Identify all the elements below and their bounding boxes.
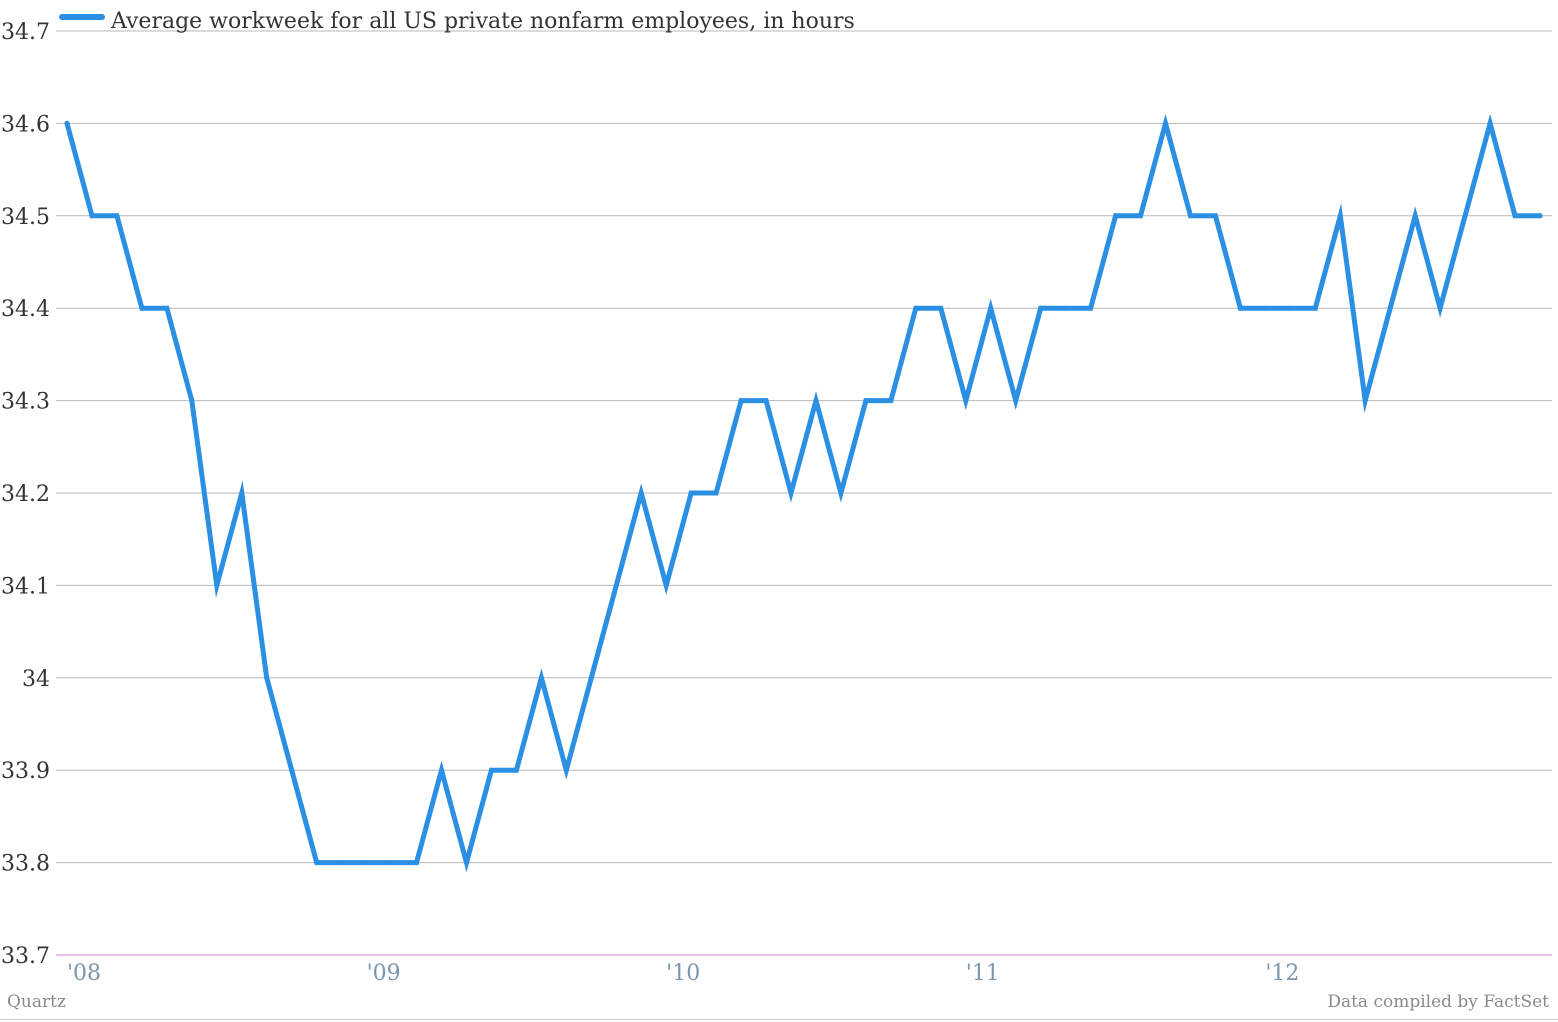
data-point [1362,398,1368,404]
y-tick-label: 34 [22,667,50,692]
data-point [713,490,719,496]
data-point [538,675,544,681]
grid-lines [56,30,1552,956]
y-tick-label: 34.5 [1,205,50,230]
x-tick-label: '11 [966,961,1000,986]
x-axis: '08 '09 '10 '11 '12 [67,961,1299,986]
line-chart: 34.7 34.6 34.5 34.4 34.3 34.2 34.1 34 33.9 33.8 33… [1,9,1552,986]
data-point [788,490,794,496]
data-point [963,398,969,404]
data-point [114,213,120,219]
data-point [314,860,320,866]
data-point [1237,305,1243,311]
y-tick-label: 33.9 [1,759,50,784]
data-point [988,305,994,311]
data-point [389,860,395,866]
data-point [1088,305,1094,311]
x-tick-label: '09 [367,961,401,986]
data-point [1163,120,1169,126]
data-point [264,675,270,681]
data-point [1063,305,1069,311]
y-tick-label: 34.3 [1,390,50,415]
y-tick-label: 34.6 [1,112,50,137]
data-point [638,490,644,496]
data-point [1487,120,1493,126]
data-point [1013,398,1019,404]
y-tick-label: 33.7 [1,944,50,969]
y-axis: 34.7 34.6 34.5 34.4 34.3 34.2 34.1 34 33.9 33.8 33… [1,20,50,969]
series-line [64,113,1543,873]
data-point [1462,213,1468,219]
data-point [813,398,819,404]
data-point [488,767,494,773]
x-tick-label: '08 [67,961,101,986]
data-point [1138,213,1144,219]
data-point [513,767,519,773]
data-point [688,490,694,496]
data-point [913,305,919,311]
data-point [239,490,245,496]
data-point [164,305,170,311]
data-point [1437,305,1443,311]
series-group [64,113,1543,873]
data-point [888,398,894,404]
data-point [613,582,619,588]
data-point [1537,213,1543,219]
data-point [588,675,594,681]
data-point [563,767,569,773]
data-point [938,305,944,311]
data-point [738,398,744,404]
data-point [1187,213,1193,219]
y-tick-label: 34.2 [1,482,50,507]
data-point [1113,213,1119,219]
data-point [763,398,769,404]
y-tick-label: 33.8 [1,852,50,877]
data-point [139,305,145,311]
data-point [364,860,370,866]
bottom-rule [0,1019,1558,1020]
y-tick-label: 34.1 [1,574,50,599]
legend: Average workweek for all US private nonf… [59,9,855,34]
data-point [1038,305,1044,311]
data-point [289,767,295,773]
data-point [663,582,669,588]
y-tick-label: 34.7 [1,20,50,45]
data-point [863,398,869,404]
credit-text: Quartz [7,992,66,1012]
data-point [1287,305,1293,311]
data-point [89,213,95,219]
source-text: Data compiled by FactSet [1327,992,1549,1012]
data-point [1512,213,1518,219]
data-point [1337,213,1343,219]
data-point [1312,305,1318,311]
data-point [1262,305,1268,311]
legend-label: Average workweek for all US private nonf… [110,9,855,34]
data-point [838,490,844,496]
data-point [1212,213,1218,219]
data-point [1387,305,1393,311]
data-point [214,582,220,588]
y-tick-label: 34.4 [1,297,50,322]
data-point [1412,213,1418,219]
data-point [64,120,70,126]
data-point [189,398,195,404]
data-point [463,860,469,866]
data-point [438,767,444,773]
x-tick-label: '12 [1265,961,1299,986]
data-point [414,860,420,866]
data-point [339,860,345,866]
x-tick-label: '10 [666,961,700,986]
